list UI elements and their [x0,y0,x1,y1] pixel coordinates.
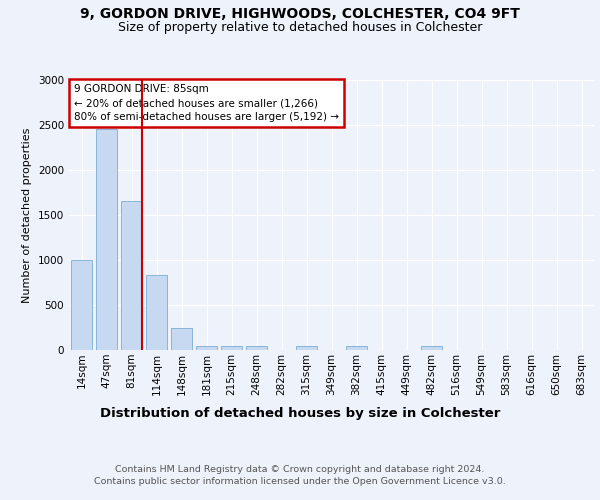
Bar [346,346,367,350]
Text: Contains HM Land Registry data © Crown copyright and database right 2024.: Contains HM Land Registry data © Crown c… [115,465,485,474]
Bar [146,276,167,350]
Text: Distribution of detached houses by size in Colchester: Distribution of detached houses by size … [100,408,500,420]
Bar [121,202,142,350]
Bar [221,346,242,350]
Bar [421,346,442,350]
Bar [296,346,317,350]
Bar [71,260,92,350]
Text: 9 GORDON DRIVE: 85sqm
← 20% of detached houses are smaller (1,266)
80% of semi-d: 9 GORDON DRIVE: 85sqm ← 20% of detached … [74,84,339,122]
Text: Size of property relative to detached houses in Colchester: Size of property relative to detached ho… [118,21,482,34]
Text: Contains public sector information licensed under the Open Government Licence v3: Contains public sector information licen… [94,478,506,486]
Y-axis label: Number of detached properties: Number of detached properties [22,128,32,302]
Bar [246,346,267,350]
Bar [196,346,217,350]
Text: 9, GORDON DRIVE, HIGHWOODS, COLCHESTER, CO4 9FT: 9, GORDON DRIVE, HIGHWOODS, COLCHESTER, … [80,8,520,22]
Bar [96,130,117,350]
Bar [171,328,192,350]
